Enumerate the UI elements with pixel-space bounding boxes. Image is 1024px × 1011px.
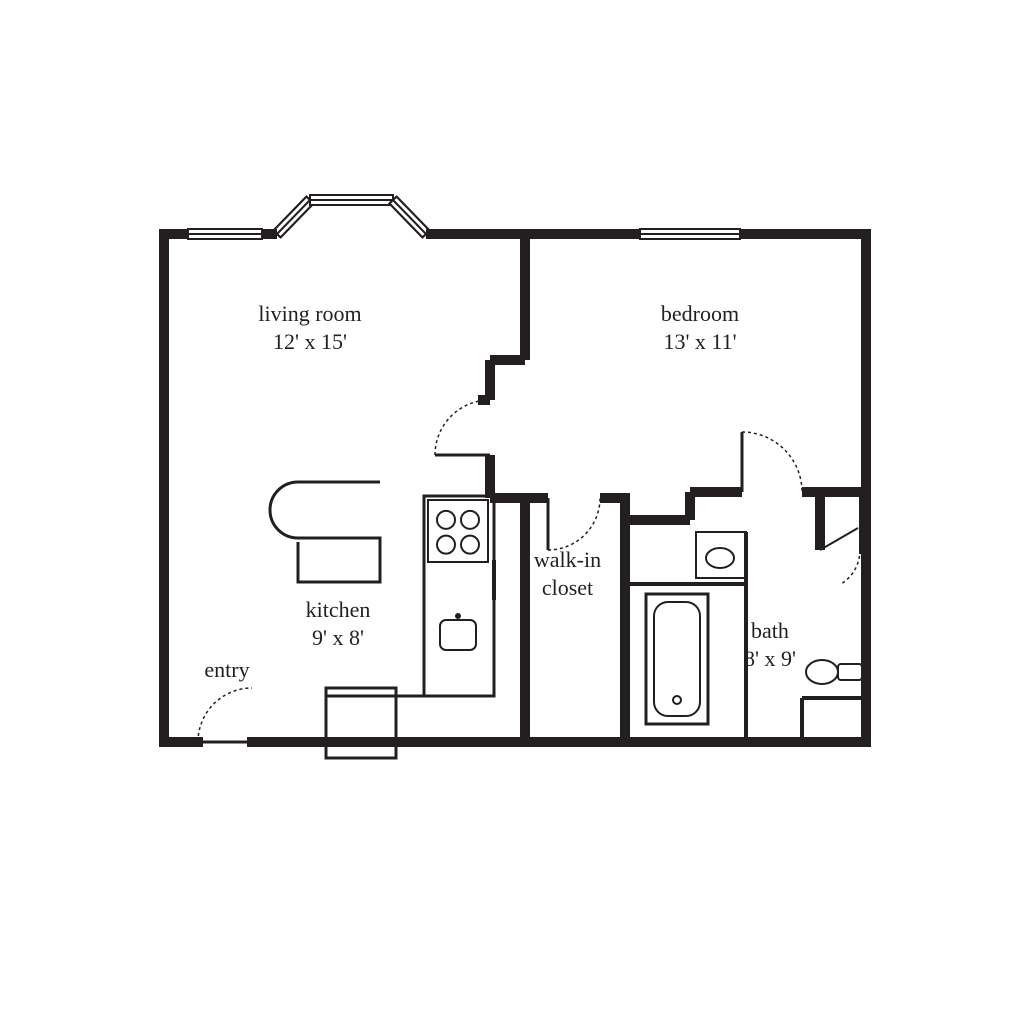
bedroom-dim: 13' x 11' [610,328,790,356]
bedroom-name: bedroom [610,300,790,328]
label-bedroom: bedroom 13' x 11' [610,300,790,355]
bath-name: bath [720,617,820,645]
label-kitchen: kitchen 9' x 8' [258,596,418,651]
kitchen-name: kitchen [258,596,418,624]
floorplan-svg [0,0,1024,1011]
bath-dim: 8' x 9' [720,645,820,673]
label-walkin-closet: walk-in closet [520,546,615,601]
floorplan-stage: living room 12' x 15' bedroom 13' x 11' … [0,0,1024,1011]
label-living-room: living room 12' x 15' [220,300,400,355]
living-room-name: living room [220,300,400,328]
living-room-dim: 12' x 15' [220,328,400,356]
entry-name: entry [192,656,262,684]
walkin-name: walk-in closet [520,546,615,601]
label-entry: entry [192,656,262,684]
kitchen-dim: 9' x 8' [258,624,418,652]
label-bath: bath 8' x 9' [720,617,820,672]
